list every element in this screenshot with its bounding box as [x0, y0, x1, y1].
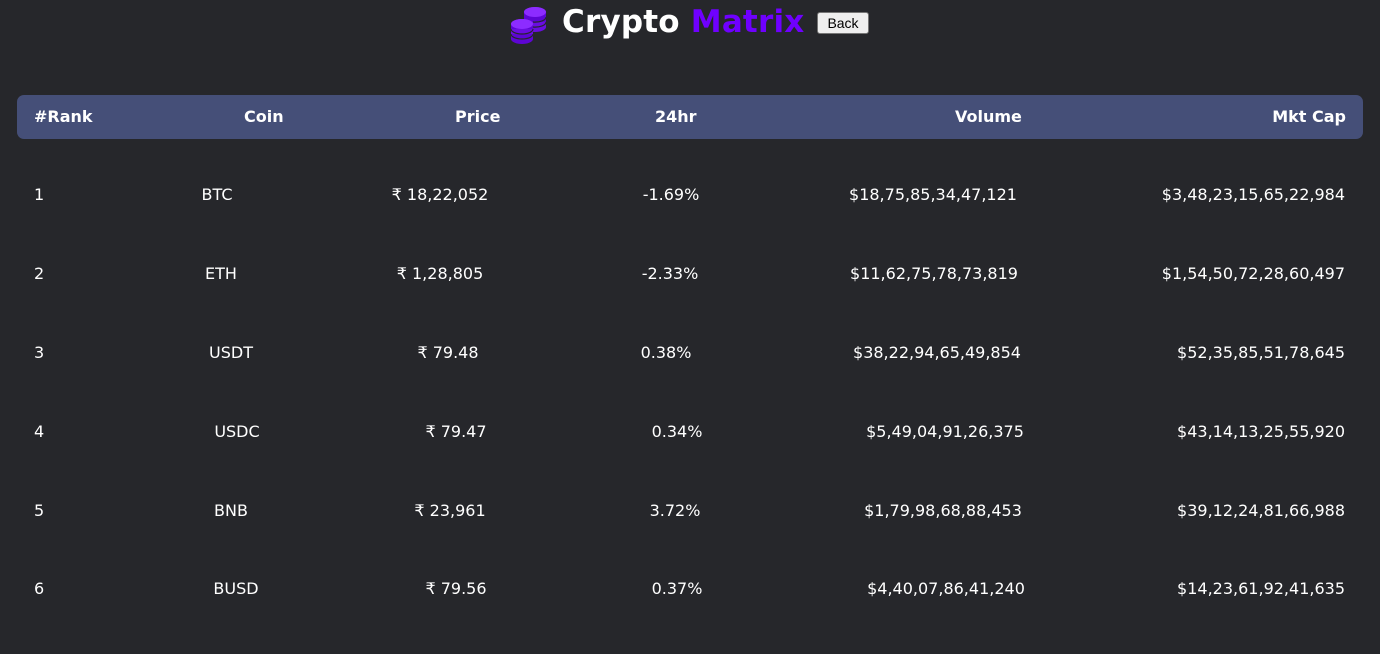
change-cell: -2.33% [641, 264, 699, 283]
rank-cell: 4 [34, 422, 45, 441]
column-header-24hr: 24hr [655, 107, 697, 126]
change-cell: 3.72% [649, 501, 701, 520]
market-cap-cell: $39,12,24,81,66,988 [1177, 501, 1345, 520]
price-cell: ₹ 79.56 [425, 579, 487, 598]
volume-cell: $5,49,04,91,26,375 [866, 422, 1024, 441]
market-cap-cell: $1,54,50,72,28,60,497 [1161, 264, 1345, 283]
coins-stack-icon [510, 7, 547, 44]
coin-cell: ETH [205, 264, 237, 283]
rank-cell: 3 [34, 343, 45, 362]
coin-cell: USDT [209, 343, 253, 362]
column-header-price: Price [455, 107, 501, 126]
rank-cell: 6 [34, 579, 45, 598]
table-row[interactable]: 3 USDT ₹ 79.48 0.38% $38,22,94,65,49,854… [0, 333, 1380, 373]
change-cell: -1.69% [642, 185, 700, 204]
price-cell: ₹ 79.47 [425, 422, 487, 441]
market-cap-cell: $3,48,23,15,65,22,984 [1161, 185, 1345, 204]
brand-title: Crypto Matrix [562, 2, 804, 42]
table-row[interactable]: 5 BNB ₹ 23,961 3.72% $1,79,98,68,88,453 … [0, 491, 1380, 531]
brand-word-matrix: Matrix [690, 4, 805, 40]
market-cap-cell: $14,23,61,92,41,635 [1177, 579, 1345, 598]
market-cap-cell: $43,14,13,25,55,920 [1177, 422, 1345, 441]
price-cell: ₹ 23,961 [414, 501, 486, 520]
column-header-volume: Volume [955, 107, 1022, 126]
table-row[interactable]: 6 BUSD ₹ 79.56 0.37% $4,40,07,86,41,240 … [0, 569, 1380, 609]
coin-cell: BTC [201, 185, 233, 204]
volume-cell: $11,62,75,78,73,819 [850, 264, 1018, 283]
column-header-market-cap: Mkt Cap [1272, 107, 1346, 126]
change-cell: 0.37% [651, 579, 703, 598]
market-cap-cell: $52,35,85,51,78,645 [1177, 343, 1345, 362]
rank-cell: 5 [34, 501, 45, 520]
rank-cell: 1 [34, 185, 45, 204]
column-header-coin: Coin [244, 107, 284, 126]
change-cell: 0.34% [651, 422, 703, 441]
coin-cell: USDC [214, 422, 260, 441]
app-header: Crypto Matrix Back [0, 0, 1380, 50]
change-cell: 0.38% [640, 343, 692, 362]
price-cell: ₹ 79.48 [417, 343, 479, 362]
coin-cell: BNB [214, 501, 248, 520]
volume-cell: $38,22,94,65,49,854 [853, 343, 1021, 362]
back-button[interactable]: Back [817, 12, 869, 34]
price-cell: ₹ 1,28,805 [396, 264, 484, 283]
table-row[interactable]: 2 ETH ₹ 1,28,805 -2.33% $11,62,75,78,73,… [0, 254, 1380, 294]
price-cell: ₹ 18,22,052 [391, 185, 489, 204]
volume-cell: $1,79,98,68,88,453 [864, 501, 1022, 520]
table-row[interactable]: 1 BTC ₹ 18,22,052 -1.69% $18,75,85,34,47… [0, 175, 1380, 215]
table-row[interactable]: 4 USDC ₹ 79.47 0.34% $5,49,04,91,26,375 … [0, 412, 1380, 452]
coin-cell: BUSD [213, 579, 259, 598]
volume-cell: $18,75,85,34,47,121 [849, 185, 1017, 204]
volume-cell: $4,40,07,86,41,240 [867, 579, 1025, 598]
table-header: #Rank Coin Price 24hr Volume Mkt Cap [17, 95, 1363, 139]
brand-word-crypto: Crypto [562, 4, 680, 40]
column-header-rank: #Rank [34, 107, 93, 126]
rank-cell: 2 [34, 264, 45, 283]
